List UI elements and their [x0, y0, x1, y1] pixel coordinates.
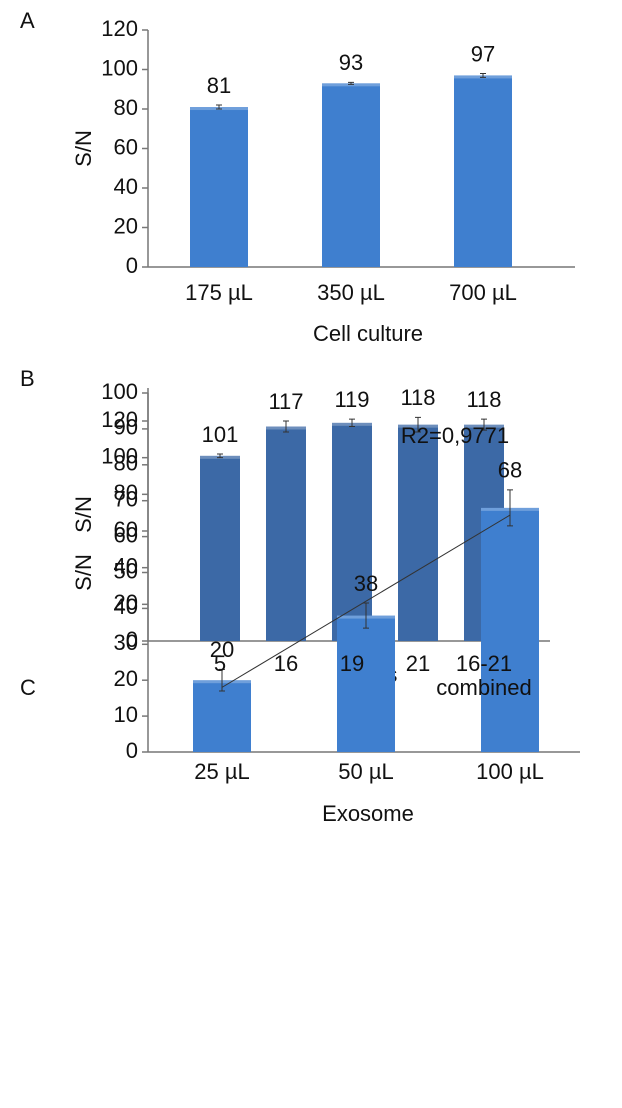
y-tick-label: 120	[101, 16, 138, 41]
y-tick-label: 40	[114, 553, 138, 578]
bar	[266, 426, 306, 641]
y-tick-label: 10	[114, 702, 138, 727]
panel-label: B	[20, 366, 35, 391]
y-tick-label: 100	[101, 55, 138, 80]
y-tick-label: 60	[114, 517, 138, 542]
bar	[398, 424, 438, 641]
y-tick-label: 30	[114, 630, 138, 655]
data-label: 20	[210, 637, 234, 662]
y-tick-label: 80	[114, 451, 138, 476]
bar	[337, 615, 395, 752]
x-axis-label: Cell culture	[313, 321, 423, 346]
data-label: 117	[268, 389, 303, 414]
y-tick-label: 80	[114, 95, 138, 120]
data-label: 81	[207, 73, 231, 98]
y-tick-label: 100	[101, 379, 138, 404]
x-tick-label: 100 µL	[476, 759, 544, 784]
bar	[190, 107, 248, 268]
y-tick-label: 70	[114, 487, 138, 512]
error-bar	[349, 418, 355, 427]
bar	[332, 422, 372, 641]
x-tick-label: 5	[213, 651, 227, 676]
x-tick-label: 16-21 combined	[436, 651, 532, 700]
bar-highlight	[322, 83, 380, 87]
x-tick-label: 19	[339, 651, 365, 676]
error-bar	[507, 489, 513, 527]
bar	[454, 75, 512, 267]
data-label: 68	[498, 458, 522, 483]
x-axis-label: Exosome	[322, 801, 414, 826]
error-bar	[480, 72, 486, 78]
data-label: 118	[400, 385, 435, 410]
error-bar	[348, 81, 354, 85]
y-tick-label: 80	[114, 480, 138, 505]
error-bar	[481, 418, 487, 431]
data-label: 118	[466, 387, 501, 412]
y-tick-label: 0	[126, 738, 138, 763]
error-bar	[363, 602, 369, 629]
x-tick-label: 50 µL	[338, 759, 394, 784]
y-tick-label: 0	[126, 253, 138, 278]
error-bar	[415, 416, 421, 433]
x-tick-label: 25 µL	[194, 759, 250, 784]
y-tick-label: 40	[114, 594, 138, 619]
y-tick-label: 20	[114, 666, 138, 691]
y-axis-label: S/N	[71, 496, 96, 533]
x-tick-label: 350 µL	[317, 280, 385, 305]
error-bar	[283, 420, 289, 433]
bar	[481, 507, 539, 752]
y-tick-label: 100	[101, 443, 138, 468]
y-tick-label: 0	[126, 627, 138, 652]
y-tick-label: 60	[114, 522, 138, 547]
data-label: 93	[339, 50, 363, 75]
panel-label: C	[20, 675, 36, 700]
y-tick-label: 40	[114, 174, 138, 199]
x-tick-label: 175 µL	[185, 280, 253, 305]
data-label: 38	[354, 571, 378, 596]
bar	[193, 680, 251, 752]
error-bar	[217, 453, 223, 459]
bar	[200, 455, 240, 641]
y-tick-label: 60	[114, 134, 138, 159]
data-label: 101	[202, 422, 239, 447]
x-tick-label: 700 µL	[449, 280, 517, 305]
y-tick-label: 50	[114, 558, 138, 583]
data-label: 119	[334, 387, 369, 412]
y-axis-label: S/N	[71, 554, 96, 591]
y-axis-label: S/N	[71, 130, 96, 167]
bar	[322, 83, 380, 267]
panel-label: A	[20, 8, 35, 33]
y-tick-label: 90	[114, 415, 138, 440]
y-tick-label: 20	[114, 213, 138, 238]
y-tick-label: 120	[101, 407, 138, 432]
x-tick-label: 16	[273, 651, 299, 676]
trendline	[221, 514, 511, 688]
error-bar	[216, 104, 222, 110]
y-tick-label: 20	[114, 590, 138, 615]
x-tick-label: 21	[405, 651, 431, 676]
data-label: 97	[471, 41, 495, 66]
annotation: R2=0,9771	[401, 423, 509, 448]
